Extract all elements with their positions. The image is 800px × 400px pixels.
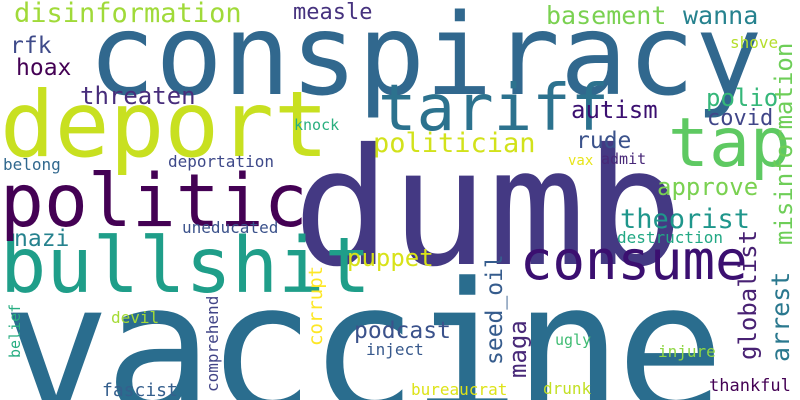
word: destruction	[617, 228, 723, 247]
word: tariff	[378, 72, 610, 146]
word: wanna	[683, 1, 759, 30]
word: shove	[730, 33, 779, 52]
word: knock	[294, 116, 340, 134]
word: vax	[568, 153, 594, 169]
word: rude	[576, 128, 632, 154]
word: conspiracy	[88, 0, 763, 121]
word: politic	[0, 159, 308, 244]
word: arrest	[766, 271, 795, 362]
word: politician	[373, 128, 536, 159]
word: ugly	[555, 331, 592, 349]
word: puppet	[347, 244, 434, 272]
word: devil	[111, 308, 160, 327]
word: covid	[707, 106, 774, 131]
word: autism	[571, 96, 658, 124]
word: thankful	[709, 376, 791, 396]
word: bureaucrat	[411, 380, 508, 399]
word: dumb	[293, 115, 684, 303]
word: polio	[706, 84, 779, 112]
word: podcast	[354, 318, 451, 344]
word: drunk	[543, 379, 592, 398]
word: rfk	[10, 33, 52, 59]
word: belief	[6, 303, 24, 358]
word: globalist	[734, 229, 762, 360]
word: corrupt	[305, 265, 327, 346]
word: disinformation	[14, 0, 242, 29]
word: maga	[504, 320, 532, 378]
word: misinformation	[770, 42, 798, 245]
word: injure	[658, 342, 716, 361]
word: uneducated	[182, 218, 279, 237]
word: hoax	[16, 55, 72, 81]
word: approve	[657, 173, 759, 201]
word: nazi	[14, 226, 70, 252]
word: inject	[366, 340, 424, 359]
word: comprehend	[203, 295, 222, 392]
word: threaten	[80, 82, 196, 110]
word: deportation	[168, 152, 274, 171]
word: consume	[520, 229, 748, 292]
word: measle	[293, 0, 373, 25]
word: theorist	[620, 204, 751, 235]
word: admit	[601, 150, 647, 168]
word: deport	[0, 73, 329, 178]
word: bullshit	[0, 222, 371, 311]
word: belong	[3, 155, 61, 174]
word: fascist	[102, 380, 178, 400]
word: basement	[546, 1, 667, 30]
word: vaccine	[2, 245, 725, 400]
word: tap	[668, 104, 791, 183]
